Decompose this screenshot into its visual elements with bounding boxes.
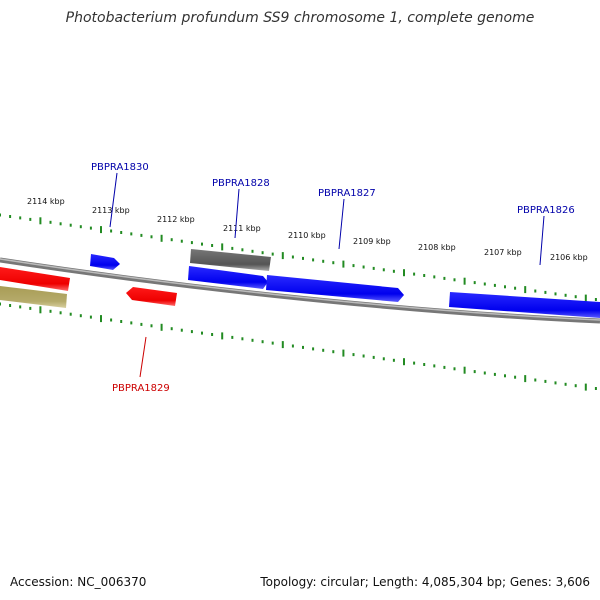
label-PBPRA1826: PBPRA1826: [517, 205, 575, 216]
accession-text: Accession: NC_006370: [10, 575, 147, 589]
olive-feature: [0, 286, 67, 308]
scale-label-2114: 2114 kbp: [27, 197, 65, 206]
scale-label-2108: 2108 kbp: [418, 243, 456, 252]
label-PBPRA1827: PBPRA1827: [318, 188, 376, 199]
label-PBPRA1830: PBPRA1830: [91, 162, 149, 173]
gene-PBPRA1826: [449, 292, 600, 318]
callout-PBPRA1827: [338, 198, 345, 250]
gray-feature: [190, 249, 271, 271]
scale-label-2107: 2107 kbp: [484, 248, 522, 257]
scale-label-2109: 2109 kbp: [353, 237, 391, 246]
label-PBPRA1829: PBPRA1829: [112, 383, 170, 394]
scale-label-2106: 2106 kbp: [550, 253, 588, 262]
map-title: Photobacterium profundum SS9 chromosome …: [65, 10, 535, 26]
gene-PBPRA1830: [90, 254, 120, 270]
gene-PBPRA1829: [126, 287, 177, 306]
scale-label-2110: 2110 kbp: [288, 231, 326, 240]
outer-scale-ticks: [0, 213, 597, 302]
scale-label-2113: 2113 kbp: [92, 206, 130, 215]
callout-PBPRA1826: [539, 215, 545, 266]
inner-scale-ticks: [0, 302, 597, 391]
callout-PBPRA1830: [109, 172, 118, 228]
scale-label-2111: 2111 kbp: [223, 224, 261, 233]
gene-PBPRA1827: [266, 275, 404, 302]
reverse-gene-left-edge: [0, 267, 70, 291]
callout-PBPRA1828: [234, 188, 240, 239]
genome-summary-text: Topology: circular; Length: 4,085,304 bp…: [260, 575, 590, 589]
label-PBPRA1828: PBPRA1828: [212, 178, 270, 189]
callout-PBPRA1829: [139, 336, 147, 378]
chromosome-backbone: [0, 257, 600, 324]
gene-PBPRA1828: [188, 266, 268, 289]
scale-label-2112: 2112 kbp: [157, 215, 195, 224]
chromosome-backbone-highlight: [0, 258, 600, 321]
